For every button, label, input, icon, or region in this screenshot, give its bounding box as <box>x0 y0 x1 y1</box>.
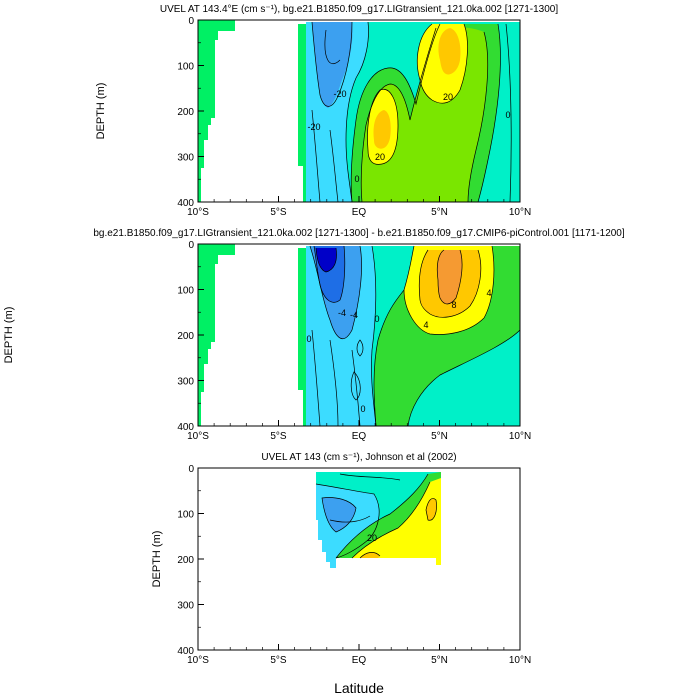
p2-contour-pos-4 <box>403 245 495 335</box>
p1-land-right <box>298 24 307 202</box>
p2-contour-label-7: 4 <box>423 320 428 330</box>
p1-xtick-label-4: 10°N <box>509 207 531 218</box>
p2-ytick-label-0: 0 <box>188 240 194 251</box>
p2-contour-label-1: -4 <box>338 308 346 318</box>
p2-xtick-label-0: 10°S <box>187 431 209 442</box>
p2-xtick-label-2: EQ <box>352 431 367 442</box>
p2-fill-west-neg4 <box>316 248 337 272</box>
p1-contour-label-3: 0 <box>354 174 359 184</box>
p2-contour-pos-8 <box>418 249 482 318</box>
p2-contour-label-3: 0 <box>306 334 311 344</box>
p1-xtick-label-3: 5°N <box>431 207 448 218</box>
p1-contour-20-e <box>477 23 501 202</box>
panel-3: UVEL AT 143 (cm s⁻¹), Johnson et al (200… <box>151 452 531 666</box>
p3-ytick-label-3: 300 <box>177 601 194 612</box>
p1-contour-label-2: -20 <box>307 122 320 132</box>
p1-contour-neg20 <box>311 21 353 107</box>
p3-fill-east-pos4 <box>426 498 437 521</box>
panel-2-plot-area: -4 -4 0 0 0 4 4 8 <box>198 244 520 426</box>
p3-xtick-label-2: EQ <box>352 655 367 666</box>
panel-1-plot-area: -20 -20 0 20 20 0 <box>198 20 520 202</box>
p2-contour-label-4: 0 <box>374 314 379 324</box>
p3-fill-east-pos2 <box>352 478 441 565</box>
p3-ytick-label-1: 100 <box>177 510 194 521</box>
p1-fill-core-eq-inner <box>373 110 391 149</box>
p2-contour-label-8: 8 <box>451 300 456 310</box>
p1-contour-interior <box>311 23 512 202</box>
p3-ylabel: DEPTH (m) <box>151 531 163 588</box>
p1-ytick-label-0: 0 <box>188 16 194 27</box>
p1-contour-label-4: 20 <box>375 152 385 162</box>
p1-contour-60-eq <box>367 88 399 165</box>
p3-ytick-label-0: 0 <box>188 464 194 475</box>
panel-3-plot-area: 20 <box>198 468 520 650</box>
p1-ytick-label-1: 100 <box>177 62 194 73</box>
p1-ytick-label-3: 300 <box>177 153 194 164</box>
p3-xtick-label-4: 10°N <box>509 655 531 666</box>
p2-contour-label-5: 0 <box>360 404 365 414</box>
p1-xtick-label-0: 10°S <box>187 207 209 218</box>
p2-xtick-label-3: 5°N <box>431 431 448 442</box>
p2-contour-label-6: 4 <box>486 288 491 298</box>
p2-contour-label-2: -4 <box>350 310 358 320</box>
p2-ytick-label-1: 100 <box>177 286 194 297</box>
p2-contour-interior <box>311 329 364 426</box>
p1-ytick-label-4: 400 <box>177 198 194 209</box>
p2-land-left <box>198 244 235 426</box>
p3-xtick-label-3: 5°N <box>431 655 448 666</box>
p3-fill-east-pos3 <box>360 552 380 558</box>
p2-ytick-label-2: 200 <box>177 331 194 342</box>
p3-xtick-label-0: 10°S <box>187 655 209 666</box>
panel-2-title: bg.e21.B1850.f09_g17.LIGtransient_121.0k… <box>93 228 625 239</box>
p1-fill-west-core <box>312 22 353 108</box>
p1-ylabel: DEPTH (m) <box>95 83 107 140</box>
p2-contour-pos-2 <box>373 289 520 426</box>
p2-ylabel: DEPTH (m) <box>3 307 15 364</box>
p3-fill-west-neg2 <box>322 497 356 532</box>
p2-contour-pos-12 <box>436 249 463 305</box>
x-axis-label: Latitude <box>334 680 384 696</box>
p3-ticks: 10°S 5°S EQ 5°N 10°N 0 100 200 300 400 <box>177 464 531 666</box>
p3-ytick-label-4: 400 <box>177 646 194 657</box>
p1-contour-40 <box>360 27 489 202</box>
p1-contour-60-5n <box>416 23 468 104</box>
panel-2: bg.e21.B1850.f09_g17.LIGtransient_121.0k… <box>3 228 625 442</box>
p2-xtick-label-1: 5°S <box>270 431 287 442</box>
p2-contour-zero <box>371 245 377 426</box>
panel-1: UVEL AT 143.4°E (cm s⁻¹), bg.e21.B1850.f… <box>95 4 558 218</box>
p2-contour-neg-8 <box>313 245 346 303</box>
p1-land-left <box>198 20 235 202</box>
p1-contour-label-5: 20 <box>443 92 453 102</box>
p2-ytick-label-3: 300 <box>177 377 194 388</box>
p2-land-right <box>298 248 307 426</box>
p3-ytick-label-2: 200 <box>177 555 194 566</box>
p3-contour-label-1: 20 <box>367 533 377 543</box>
p1-contour-20-w <box>350 23 441 202</box>
p3-xtick-label-1: 5°S <box>270 655 287 666</box>
panel-1-title: UVEL AT 143.4°E (cm s⁻¹), bg.e21.B1850.f… <box>160 4 558 15</box>
p1-ytick-label-2: 200 <box>177 107 194 118</box>
p1-contour-label-1: -20 <box>333 89 346 99</box>
p1-contour-label-6: 0 <box>505 110 510 120</box>
p2-contour-neg-12 <box>315 247 337 273</box>
p1-xtick-label-2: EQ <box>352 207 367 218</box>
p2-xtick-label-4: 10°N <box>509 431 531 442</box>
p2-fill-east-pos4 <box>437 250 463 304</box>
p1-xtick-label-1: 5°S <box>270 207 287 218</box>
p2-ytick-label-4: 400 <box>177 422 194 433</box>
panel-3-title: UVEL AT 143 (cm s⁻¹), Johnson et al (200… <box>261 452 456 463</box>
p3-contour-lines <box>315 473 437 559</box>
p1-fill-core-5n-inner <box>438 28 461 75</box>
p1-contour-zero-w <box>345 21 369 202</box>
